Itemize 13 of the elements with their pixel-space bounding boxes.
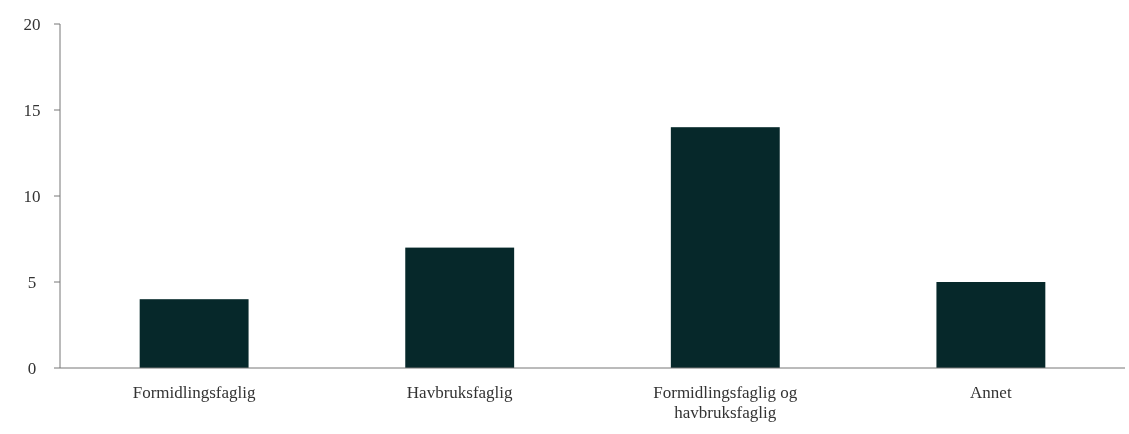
y-tick-label: 20 — [23, 14, 41, 34]
y-tick-label: 0 — [27, 358, 37, 378]
x-tick-label: Havbruksfaglig — [406, 383, 514, 402]
y-tick-label: 10 — [23, 186, 41, 206]
y-tick-label: 5 — [27, 272, 37, 292]
bar — [139, 299, 249, 368]
bar — [936, 282, 1046, 368]
bar — [405, 247, 515, 368]
x-tick-label: Formidlingsfaglig og havbruksfaglig — [653, 383, 798, 422]
y-tick-label: 15 — [23, 100, 41, 120]
bar — [670, 127, 780, 368]
x-tick-label: Formidlingsfaglig — [132, 383, 257, 402]
x-tick-label: Annet — [970, 383, 1012, 402]
